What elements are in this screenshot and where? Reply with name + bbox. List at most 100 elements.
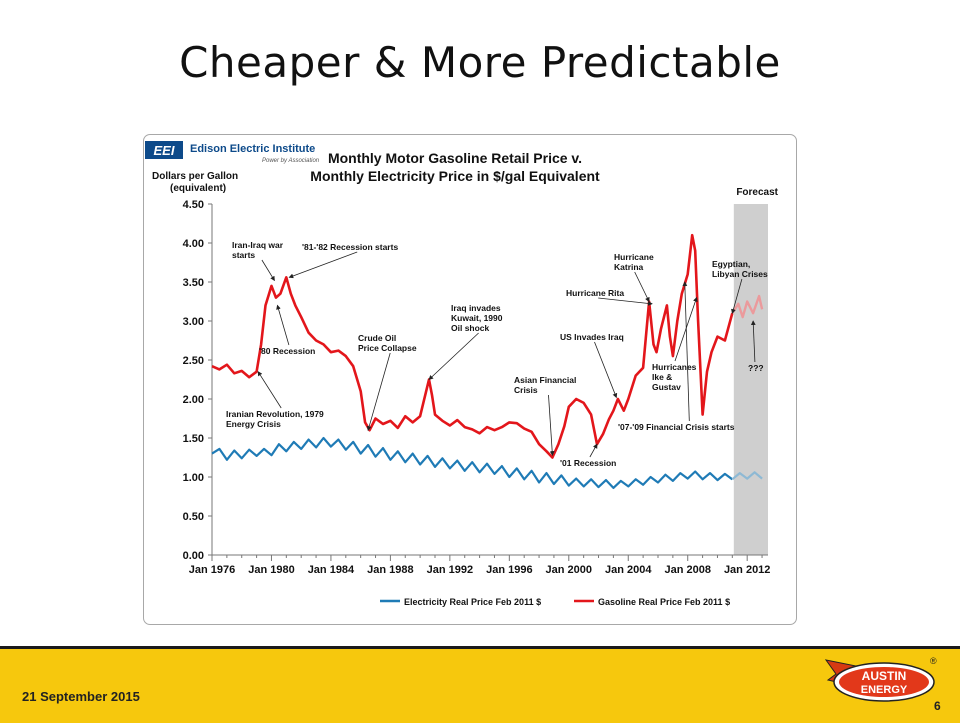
electricity-line (211, 436, 733, 489)
y-tick-label: 2.50 (183, 355, 204, 367)
annotation-line: Iraq invades (451, 303, 501, 313)
annotation-line: Ike & (652, 372, 672, 382)
austin-energy-logo: AUSTIN ENERGY ® (824, 656, 937, 702)
annotation: Crude Oil Price Collapse (358, 333, 417, 431)
annotation-label: Iran-Iraq war starts (232, 240, 284, 260)
annotation-line: '01 Recession (560, 458, 616, 468)
annotation-label: ??? (748, 363, 764, 373)
chart-svg: 0.00 0.50 1.00 1.50 2.00 2.50 3.00 3.50 4.00 4.50… (152, 150, 779, 607)
legend-label-electricity: Electricity Real Price Feb 2011 $ (404, 597, 541, 607)
annotation-arrow (428, 332, 479, 381)
annotation-arrow (682, 281, 690, 422)
annotation: Hurricane Rita (566, 288, 653, 306)
x-tick-label: Jan 2012 (724, 564, 770, 576)
y-axis-label: Dollars per Gallon (152, 171, 238, 182)
annotation-label: '01 Recession (560, 458, 616, 468)
annotation-line: Kuwait, 1990 (451, 313, 503, 323)
forecast-label: Forecast (736, 187, 778, 198)
annotation-arrow (589, 443, 598, 458)
annotations-layer: Iran-Iraq war starts '81-'82 Recession sta… (226, 240, 768, 468)
annotation-line: Libyan Crises (712, 269, 768, 279)
chart-subtitle: Monthly Electricity Price in $/gal Equiv… (310, 168, 600, 184)
annotation-line: '80 Recession (259, 346, 315, 356)
annotation-line: Asian Financial (514, 375, 576, 385)
x-tick-label: Jan 1984 (308, 564, 355, 576)
annotation-label: '80 Recession (259, 346, 315, 356)
y-tick-label: 1.00 (183, 472, 204, 484)
y-tick-label: 3.50 (183, 277, 204, 289)
annotation-arrow (366, 352, 391, 431)
annotation-arrow (276, 304, 290, 346)
annotation: Hurricanes Ike & Gustav (652, 296, 698, 392)
annotation-line: Crude Oil (358, 333, 396, 343)
x-tick-label: Jan 1992 (427, 564, 473, 576)
annotation-label: US Invades Iraq (560, 332, 624, 342)
annotation-label: Crude Oil Price Collapse (358, 333, 417, 353)
y-tick-label: 2.00 (183, 394, 204, 406)
annotation: '81-'82 Recession starts (288, 242, 398, 279)
annotation-label: Hurricane Rita (566, 288, 624, 298)
gasoline-forecast-line (731, 294, 764, 319)
annotation-label: '07-'09 Financial Crisis starts (618, 422, 735, 432)
x-tick-label: Jan 2000 (546, 564, 592, 576)
annotation: Hurricane Katrina (614, 252, 654, 303)
series-layer (211, 233, 764, 489)
annotation-line: ??? (748, 363, 764, 373)
annotation-label: Hurricanes Ike & Gustav (652, 362, 697, 392)
x-tick-label: Jan 1996 (486, 564, 532, 576)
annotation-line: Iran-Iraq war (232, 240, 284, 250)
annotation-label: Iraq invades Kuwait, 1990 Oil shock (451, 303, 503, 333)
annotation-arrow (731, 278, 743, 314)
annotation-label: '81-'82 Recession starts (302, 242, 398, 252)
annotation-arrow (634, 271, 650, 303)
forecast-band (733, 204, 768, 555)
annotation-arrow (261, 259, 275, 282)
annotation-label: Hurricane Katrina (614, 252, 654, 272)
annotation-arrow (288, 251, 358, 279)
chart-frame: 0.00 0.50 1.00 1.50 2.00 2.50 3.00 3.50 4.00 4.50… (143, 134, 797, 625)
annotation-arrow (548, 394, 555, 456)
logo-line1: AUSTIN (862, 669, 907, 683)
logo-oval-inner (839, 667, 929, 697)
footer-band (0, 646, 960, 723)
x-tick-label: Jan 1988 (367, 564, 413, 576)
annotation-line: Hurricane Rita (566, 288, 624, 298)
annotation-label: Asian Financial Crisis (514, 375, 576, 395)
y-tick-label: 0.50 (183, 511, 204, 523)
axes-layer: 0.00 0.50 1.00 1.50 2.00 2.50 3.00 3.50 4.00 4.50… (183, 199, 771, 576)
annotation-line: Oil shock (451, 323, 490, 333)
eei-logo-abbr: EEI (154, 143, 175, 158)
y-tick-label: 1.50 (183, 433, 204, 445)
page-number: 6 (934, 699, 941, 713)
x-tick-label: Jan 1976 (189, 564, 235, 576)
y-tick-label: 0.00 (183, 550, 204, 562)
annotation-line: Egyptian, (712, 259, 750, 269)
gasoline-line (211, 233, 734, 459)
annotation-arrow (598, 297, 653, 306)
eei-logo-tagline: Power by Association (262, 158, 320, 164)
annotation-line: Katrina (614, 262, 644, 272)
annotation-label: Egyptian, Libyan Crises (712, 259, 768, 279)
annotation: Egyptian, Libyan Crises (712, 259, 768, 314)
annotation-label: Iranian Revolution, 1979 Energy Crisis (226, 409, 324, 429)
annotation: Asian Financial Crisis (514, 375, 576, 456)
annotation-arrow (674, 296, 698, 362)
electricity-forecast-line (731, 471, 763, 481)
annotation-line: Gustav (652, 382, 681, 392)
eei-logo: EEI Edison Electric Institute Power by A… (145, 141, 320, 164)
x-tick-label: Jan 2008 (664, 564, 710, 576)
forecast-band-layer (733, 204, 768, 555)
annotation: '01 Recession (560, 443, 616, 468)
y-tick-label: 4.50 (183, 199, 204, 211)
y-axis-label-line2: (equivalent) (170, 183, 226, 194)
annotation-line: Crisis (514, 385, 538, 395)
annotation-line: '81-'82 Recession starts (302, 242, 398, 252)
slide-title: Cheaper & More Predictable (179, 38, 781, 87)
annotation: Iran-Iraq war starts (232, 240, 284, 282)
annotation-line: Energy Crisis (226, 419, 281, 429)
annotation: Iranian Revolution, 1979 Energy Crisis (226, 371, 324, 429)
eei-logo-mark (145, 141, 183, 159)
legend: Electricity Real Price Feb 2011 $ Gasolin… (380, 597, 730, 607)
annotation-line: US Invades Iraq (560, 332, 624, 342)
annotation: Iraq invades Kuwait, 1990 Oil shock (428, 303, 503, 381)
